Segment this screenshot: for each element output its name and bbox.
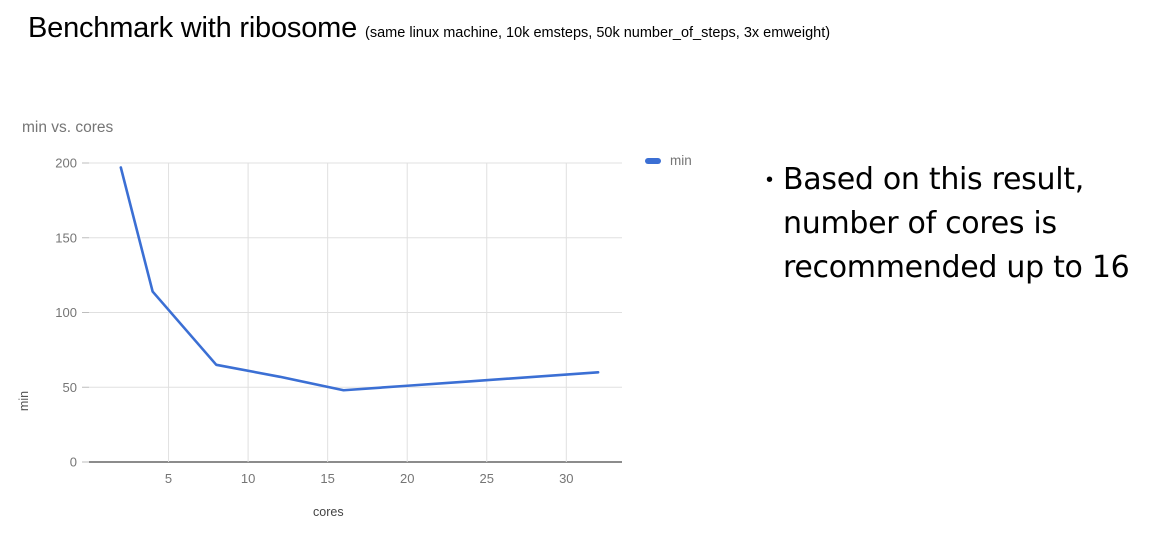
- legend-line-icon: [645, 157, 661, 164]
- bullet-point-icon: •: [766, 169, 774, 191]
- x-tick-label: 15: [320, 471, 334, 486]
- x-tick-label: 30: [559, 471, 573, 486]
- chart-title: min vs. cores: [22, 119, 114, 136]
- bullet-text: Based on this result, number of cores is…: [783, 162, 1130, 285]
- y-tick-label: 100: [55, 305, 77, 320]
- x-tick-label: 25: [480, 471, 494, 486]
- chart-svg: 0 50 100 150 200 5 10 15 20 25 30: [55, 156, 622, 486]
- plot-area: 0 50 100 150 200 5 10 15 20 25 30: [0, 105, 740, 540]
- y-axis-label: min: [17, 390, 31, 412]
- y-tick-label: 200: [55, 156, 77, 171]
- chart-panel: min vs. cores min 0 50 100 150 200 5 10 15 20 25 3…: [0, 105, 740, 540]
- x-tick-label: 5: [165, 471, 172, 486]
- x-tick-label: 20: [400, 471, 414, 486]
- chart-legend: min: [645, 153, 692, 168]
- page-title: Benchmark with ribosome: [28, 12, 358, 44]
- list-item: • Based on this result, number of cores …: [762, 158, 1140, 290]
- bullet-panel: • Based on this result, number of cores …: [762, 158, 1140, 290]
- y-tick-label: 150: [55, 230, 77, 245]
- x-tick-label: 10: [241, 471, 255, 486]
- page-subtitle: (same linux machine, 10k emsteps, 50k nu…: [365, 25, 831, 41]
- slide-title-block: Benchmark with ribosome (same linux machi…: [28, 12, 1108, 45]
- y-tick-label: 0: [70, 455, 77, 470]
- series-line-min: [119, 166, 600, 392]
- x-axis-label: cores: [313, 505, 344, 519]
- y-tick-label: 50: [63, 380, 77, 395]
- legend-label-min: min: [670, 153, 692, 168]
